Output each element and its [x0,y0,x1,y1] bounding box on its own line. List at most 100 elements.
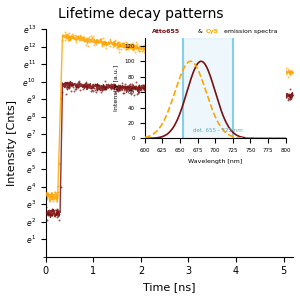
Point [66,34,70,39]
Point [75,35,80,40]
Point [187,86,192,90]
Point [140,84,145,89]
Point [216,60,220,65]
Point [274,90,279,95]
Point [123,87,128,91]
Point [136,85,141,89]
Point [253,67,257,72]
Point [63,84,68,89]
Point [128,45,133,50]
Point [228,58,232,63]
Point [88,85,93,90]
Point [127,82,132,86]
Point [278,94,283,99]
Point [47,192,52,197]
Point [139,88,143,93]
Point [263,67,268,72]
Point [155,87,160,92]
Point [149,43,154,48]
Y-axis label: Intensity [Cnts]: Intensity [Cnts] [7,100,17,186]
Point [181,52,186,57]
Point [232,91,237,96]
Point [71,83,76,88]
Point [75,85,80,89]
Point [290,91,295,95]
Point [168,52,172,57]
Point [191,53,196,58]
Point [268,67,273,72]
Point [117,87,122,91]
Point [274,94,279,99]
Point [123,85,128,90]
Point [117,43,122,48]
Point [241,62,246,67]
Point [132,92,136,97]
Point [208,57,213,62]
Point [176,91,180,96]
Point [155,86,160,91]
Point [169,53,174,57]
Point [147,48,152,52]
Point [54,207,59,211]
Point [162,53,167,57]
Point [142,83,147,87]
Point [98,37,103,42]
Point [182,90,187,95]
Point [55,194,60,199]
Point [91,33,95,38]
Point [222,87,227,92]
Point [248,91,253,95]
Point [153,86,158,90]
Point [140,46,145,51]
Point [87,82,92,87]
Point [187,92,191,97]
Point [195,57,200,62]
Point [60,81,65,86]
Point [123,43,128,48]
Point [104,42,109,46]
Point [99,41,104,46]
Point [178,49,182,54]
Point [142,46,147,51]
Point [50,191,55,196]
Point [86,82,91,86]
Point [207,88,212,93]
Point [199,91,203,95]
Point [158,51,163,56]
Point [227,93,232,97]
Point [219,65,224,70]
Point [215,56,220,61]
Point [270,92,275,97]
Point [150,50,154,54]
Point [96,83,101,87]
Point [55,215,60,220]
Point [113,90,118,94]
Point [275,65,280,69]
Point [128,91,133,96]
Point [111,45,116,50]
Point [266,94,271,99]
Point [84,41,89,45]
Point [218,94,223,98]
Point [214,94,218,99]
Point [44,211,49,216]
Point [76,35,81,39]
Point [172,83,177,88]
Point [262,64,266,69]
Point [114,41,119,46]
Point [146,48,151,53]
Point [50,208,55,212]
Point [103,40,108,45]
Point [222,63,227,68]
Point [64,86,69,91]
Point [109,40,113,45]
Point [255,62,260,67]
Point [130,85,134,90]
Point [190,88,195,92]
Point [80,87,85,91]
Point [112,42,117,47]
Point [116,39,121,44]
Point [149,87,154,91]
Point [155,51,160,56]
Point [244,64,249,68]
